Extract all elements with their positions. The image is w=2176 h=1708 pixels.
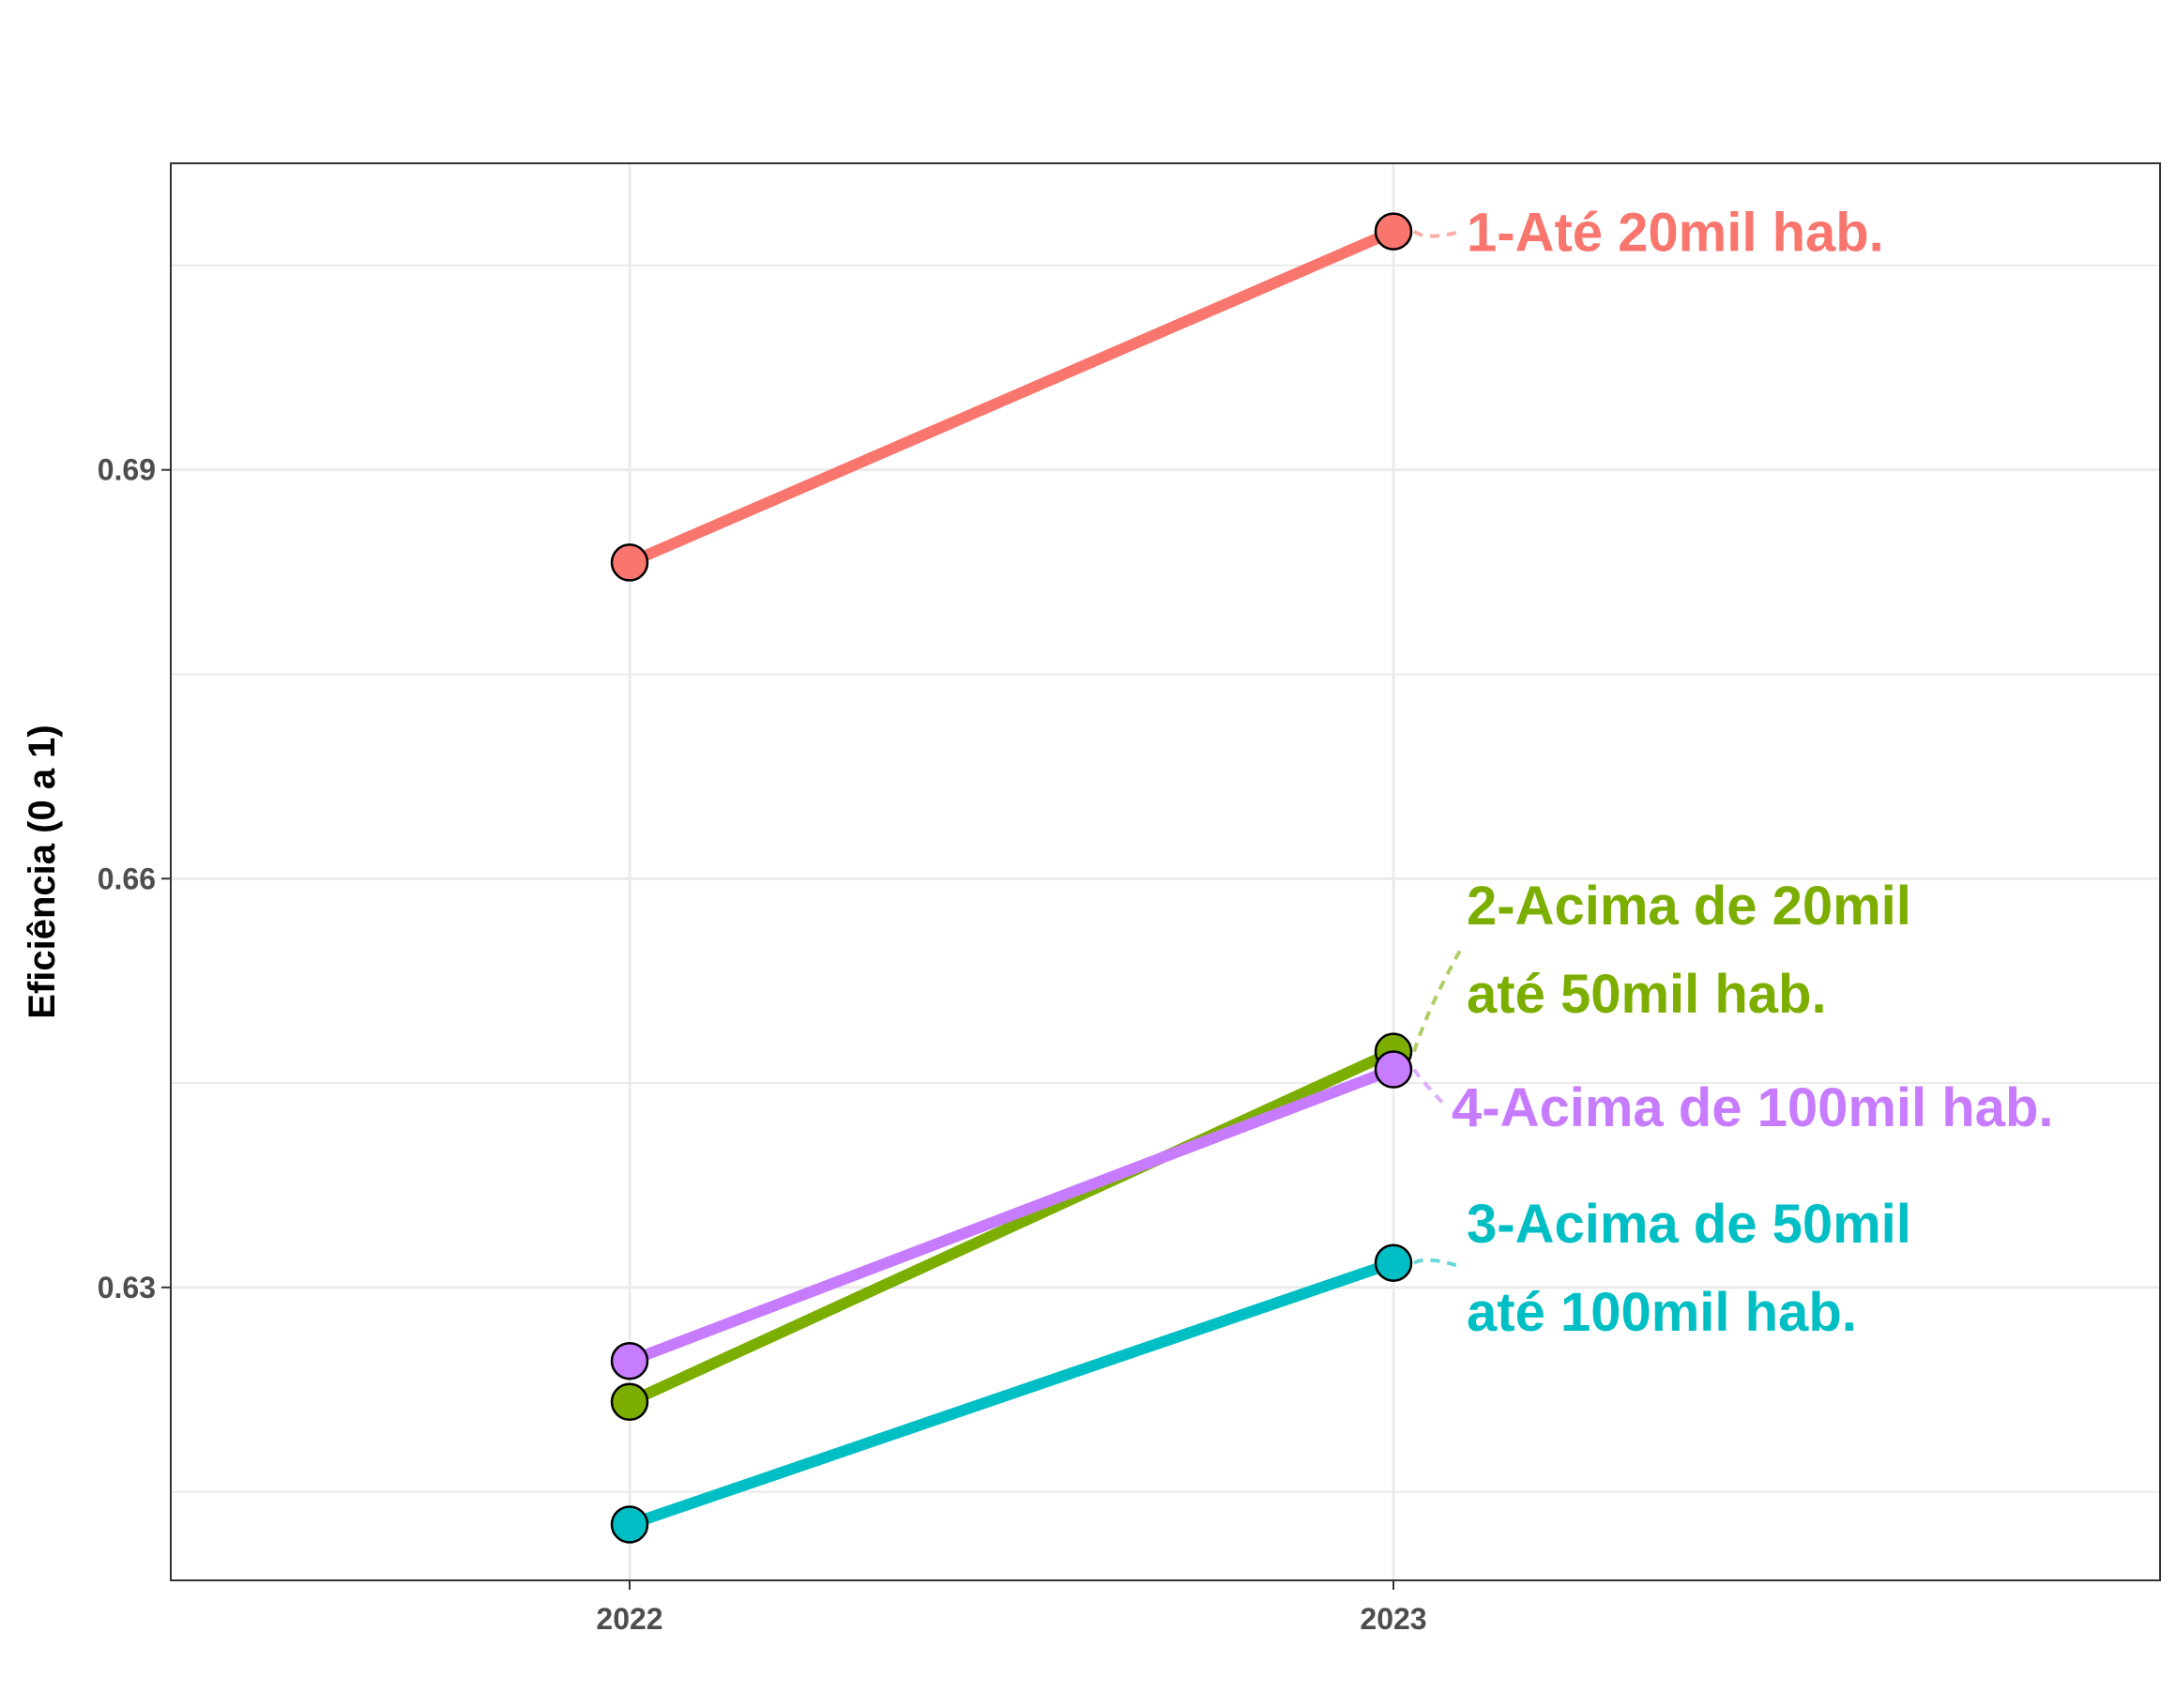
x-tick-label: 2022 <box>596 1602 662 1636</box>
series-line <box>627 1063 1396 1366</box>
series-label: 4-Acima de 100mil hab. <box>1452 1077 2053 1138</box>
data-point <box>1374 1243 1413 1282</box>
x-axis: 2022 2023 <box>596 1580 1427 1636</box>
series-labels: 1-Até 20mil hab. 2-Acima de 20mil até 50mi… <box>1452 203 2053 1343</box>
data-point <box>610 1341 649 1380</box>
label-connectors <box>1412 229 1463 1269</box>
series-label: até 50mil hab. <box>1467 964 1827 1025</box>
data-point <box>610 1505 649 1544</box>
series-lines <box>627 226 1396 1531</box>
plot-panel <box>171 163 2160 1580</box>
x-tick-label: 2023 <box>1360 1602 1426 1636</box>
series-label: 1-Até 20mil hab. <box>1467 203 1884 264</box>
data-point <box>1374 212 1413 251</box>
y-axis-title: Eficiência (0 a 1) <box>22 724 63 1018</box>
series-label: até 100mil hab. <box>1467 1282 1857 1343</box>
data-point <box>1374 1050 1413 1089</box>
y-axis: 0.63 0.66 0.69 <box>98 453 171 1304</box>
series-label: 3-Acima de 50mil <box>1467 1194 1911 1255</box>
data-point <box>610 1382 649 1422</box>
y-tick-label: 0.66 <box>98 862 156 895</box>
series-line <box>627 1046 1396 1408</box>
series-line <box>627 226 1396 568</box>
label-connector <box>1412 229 1462 238</box>
series-label: 2-Acima de 20mil <box>1467 876 1911 937</box>
grid-lines <box>171 163 2160 1580</box>
label-connector <box>1412 1068 1448 1108</box>
plot-border <box>170 162 2161 1581</box>
y-tick-label: 0.69 <box>98 453 156 487</box>
data-points <box>610 212 1413 1544</box>
series-line <box>628 1258 1395 1531</box>
y-tick-label: 0.63 <box>98 1271 156 1304</box>
label-connector <box>1413 1258 1462 1269</box>
data-point <box>610 543 649 582</box>
